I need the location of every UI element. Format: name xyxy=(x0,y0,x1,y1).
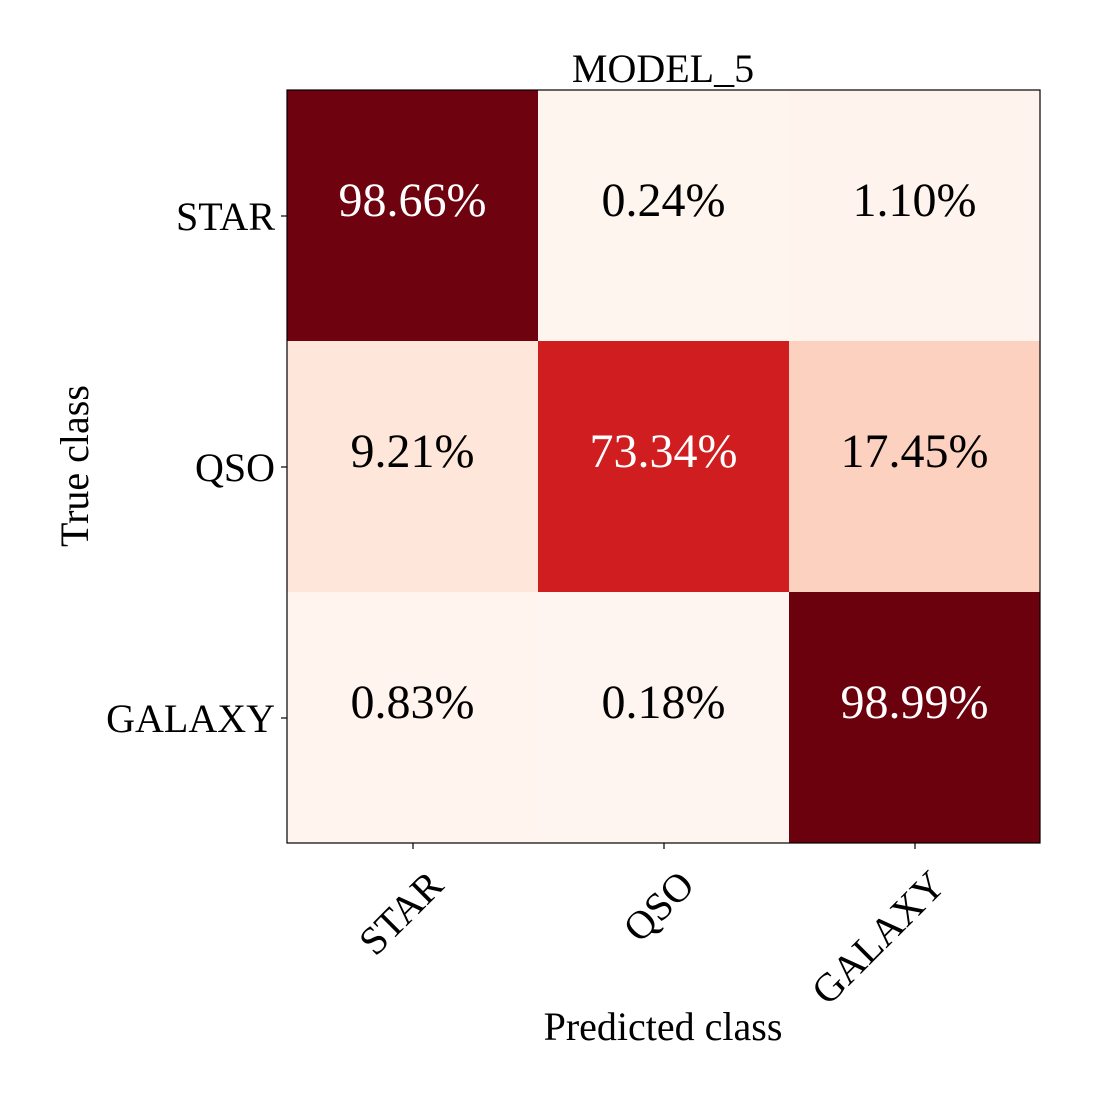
heatmap-cell xyxy=(538,592,790,844)
x-tick-label: GALAXY xyxy=(802,862,953,1013)
heatmap-cells: 98.66% 0.24% 1.10% 9.21% 73.34% 17.45% 0.83% 0.… xyxy=(287,90,1041,844)
heatmap-cell xyxy=(538,90,790,342)
cell-value-label: 98.66% xyxy=(339,174,487,227)
y-tick-label: QSO xyxy=(195,445,275,490)
x-axis: STAR QSO GALAXY xyxy=(350,843,954,1013)
cell-value-label: 98.99% xyxy=(841,676,989,729)
heatmap-cell xyxy=(287,592,539,844)
cell-value-label: 73.34% xyxy=(590,425,738,478)
heatmap-cell xyxy=(287,90,539,342)
cell-value-label: 0.83% xyxy=(351,676,475,729)
heatmap-cell xyxy=(789,592,1041,844)
heatmap-cell xyxy=(287,341,539,593)
x-axis-label: Predicted class xyxy=(544,1004,783,1049)
cell-value-label: 1.10% xyxy=(853,174,977,227)
y-tick-label: GALAXY xyxy=(106,696,275,741)
y-tick-label: STAR xyxy=(176,194,275,239)
cell-value-label: 17.45% xyxy=(841,425,989,478)
cell-value-label: 9.21% xyxy=(351,425,475,478)
heatmap-cell xyxy=(789,341,1041,593)
cell-value-label: 0.24% xyxy=(602,174,726,227)
x-tick-label: QSO xyxy=(614,862,702,950)
y-axis-label: True class xyxy=(52,385,97,547)
x-tick-label: STAR xyxy=(350,862,452,964)
heatmap-cell xyxy=(538,341,790,593)
chart-title: MODEL_5 xyxy=(572,46,754,91)
cell-value-label: 0.18% xyxy=(602,676,726,729)
y-axis: STAR QSO GALAXY xyxy=(106,194,287,741)
heatmap-cell xyxy=(789,90,1041,342)
